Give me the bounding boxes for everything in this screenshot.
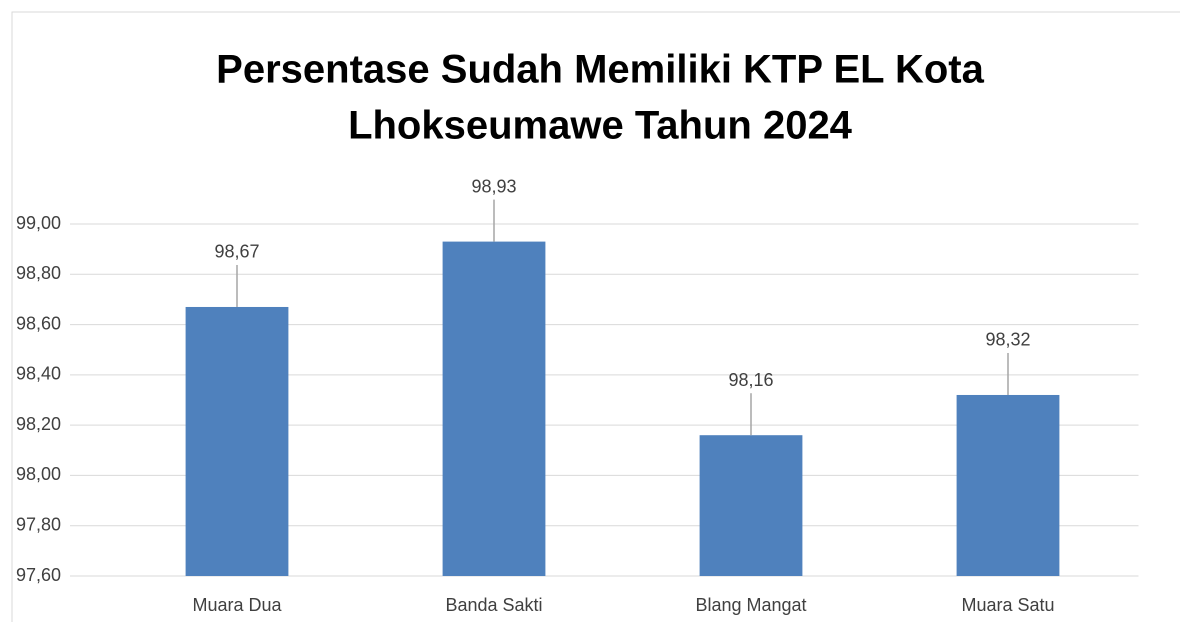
y-tick-label: 98,80 xyxy=(16,263,61,283)
bar xyxy=(185,306,289,576)
chart-title: Persentase Sudah Memiliki KTP EL Kota xyxy=(216,48,984,92)
data-label: 98,16 xyxy=(728,370,773,390)
x-tick-label: Muara Dua xyxy=(192,595,282,615)
y-tick-label: 97,80 xyxy=(16,514,61,534)
data-label: 98,67 xyxy=(214,242,259,262)
bar xyxy=(699,435,803,576)
bar xyxy=(956,394,1060,576)
y-tick-label: 98,40 xyxy=(16,364,61,384)
bar xyxy=(442,241,546,576)
y-tick-label: 98,20 xyxy=(16,414,61,434)
x-tick-label: Banda Sakti xyxy=(445,595,542,615)
y-tick-label: 98,60 xyxy=(16,313,61,333)
y-tick-label: 98,00 xyxy=(16,464,61,484)
data-label: 98,93 xyxy=(471,176,516,196)
data-label: 98,32 xyxy=(985,330,1030,350)
x-tick-label: Blang Mangat xyxy=(695,595,806,615)
chart-frame xyxy=(11,11,1180,622)
y-tick-label: 99,00 xyxy=(16,213,61,233)
chart-title: Lhokseumawe Tahun 2024 xyxy=(348,104,853,148)
y-tick-label: 97,60 xyxy=(16,565,61,585)
x-tick-label: Muara Satu xyxy=(961,595,1054,615)
